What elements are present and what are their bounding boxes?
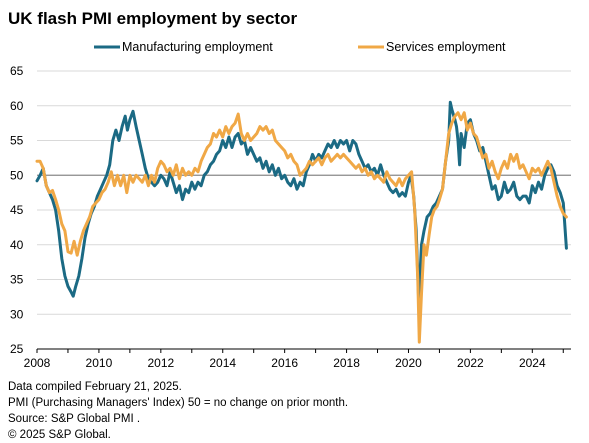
- x-tick-label: 2012: [147, 356, 174, 370]
- y-tick-label: 30: [10, 307, 24, 321]
- y-tick-label: 40: [10, 238, 24, 252]
- axes: 25 30 35 40 45 50 55 60 65 2008 2010 2012 2014 2016 20…: [10, 64, 571, 370]
- line-chart: Manufacturing employment Services employm…: [10, 40, 571, 370]
- y-tick-label: 50: [10, 168, 24, 182]
- x-tick-label: 2008: [24, 356, 51, 370]
- footnote-pmi: PMI (Purchasing Managers' Index) 50 = no…: [8, 397, 349, 409]
- y-tick-label: 35: [10, 273, 24, 287]
- legend-label-manufacturing: Manufacturing employment: [122, 40, 273, 54]
- x-tick-label: 2024: [519, 356, 546, 370]
- chart-title: UK flash PMI employment by sector: [8, 9, 298, 28]
- x-tick-label: 2018: [333, 356, 360, 370]
- footnote-date: Data compiled February 21, 2025.: [8, 381, 182, 393]
- y-tick-label: 55: [10, 134, 24, 148]
- y-tick-label: 65: [10, 64, 24, 78]
- chart-legend: Manufacturing employment Services employm…: [94, 40, 506, 54]
- x-tick-label: 2014: [209, 356, 236, 370]
- footnote-source: Source: S&P Global PMI .: [8, 413, 141, 425]
- x-tick-label: 2020: [395, 356, 422, 370]
- legend-label-services: Services employment: [386, 40, 506, 54]
- x-tick-label: 2016: [271, 356, 298, 370]
- y-tick-label: 60: [10, 99, 24, 113]
- y-tick-label: 25: [10, 342, 24, 356]
- series-line-manufacturing: [35, 100, 568, 302]
- footnote-copyright: © 2025 S&P Global.: [8, 429, 111, 441]
- gridlines: [37, 70, 571, 350]
- series-line-services: [35, 111, 568, 344]
- x-tick-label: 2022: [457, 356, 484, 370]
- series-layer: [35, 100, 568, 344]
- x-tick-label: 2010: [86, 356, 113, 370]
- y-tick-label: 45: [10, 203, 24, 217]
